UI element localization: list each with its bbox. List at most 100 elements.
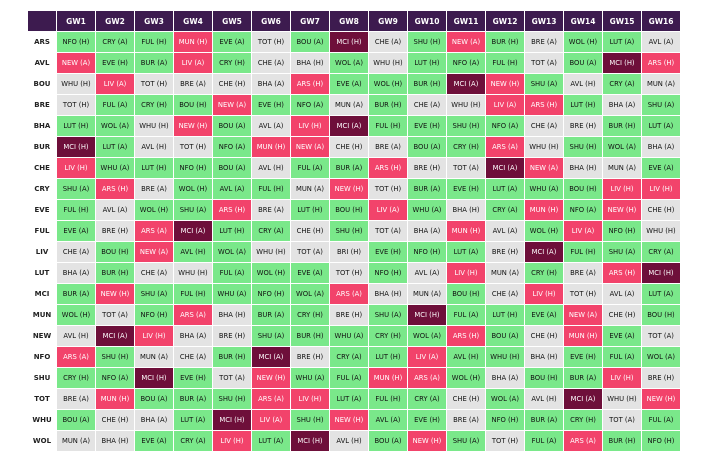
fixture-cell: WHU (H)	[486, 347, 524, 367]
fixture-cell: WHU (A)	[213, 284, 251, 304]
fixture-cell: BOU (H)	[174, 95, 212, 115]
fixture-cell: AVL (A)	[486, 221, 524, 241]
fixture-cell: TOT (H)	[330, 263, 368, 283]
fixture-cell: BRE (H)	[564, 116, 602, 136]
fixture-cell: MUN (H)	[369, 368, 407, 388]
fixture-cell: WOL (A)	[330, 53, 368, 73]
fixture-cell: LIV (A)	[369, 200, 407, 220]
fixture-cell: LUT (A)	[330, 389, 368, 409]
fixture-cell: LIV (H)	[447, 263, 485, 283]
corner-cell	[28, 11, 56, 31]
fixture-cell: FUL (H)	[252, 179, 290, 199]
table-row: BOU WHU (H) LIV (A) TOT (H) BRE (A) CHE (H) BH…	[28, 74, 680, 94]
fixture-cell: LUT (A)	[642, 284, 680, 304]
team-label: MCI	[28, 284, 56, 304]
fixture-cell: WOL (H)	[57, 305, 95, 325]
fixture-cell: LUT (H)	[57, 116, 95, 136]
fixture-cell: MCI (H)	[603, 53, 641, 73]
team-label: WHU	[28, 410, 56, 430]
fixture-cell: AVL (A)	[642, 32, 680, 52]
fixture-cell: SHU (A)	[447, 431, 485, 451]
gameweek-header: GW15	[603, 11, 641, 31]
fixture-cell: FUL (H)	[486, 53, 524, 73]
fixture-cell: ARS (A)	[174, 305, 212, 325]
fixture-cell: WHU (A)	[330, 326, 368, 346]
fixture-cell: AVL (A)	[603, 284, 641, 304]
fixture-cell: EVE (A)	[330, 74, 368, 94]
fixture-cell: MUN (A)	[57, 431, 95, 451]
fixture-cell: ARS (A)	[408, 368, 446, 388]
fixture-cell: MUN (A)	[408, 284, 446, 304]
fixture-cell: BOU (A)	[291, 32, 329, 52]
fixture-cell: FUL (A)	[213, 263, 251, 283]
fixture-cell: BOU (H)	[525, 368, 563, 388]
table-row: BRE TOT (H) FUL (A) CRY (H) BOU (H) NEW (A) EV…	[28, 95, 680, 115]
fixture-cell: NFO (A)	[291, 95, 329, 115]
fixture-cell: NEW (A)	[213, 95, 251, 115]
fixture-cell: MCI (A)	[564, 389, 602, 409]
fixture-cell: LIV (A)	[252, 410, 290, 430]
fixture-cell: WOL (H)	[447, 368, 485, 388]
team-label: BRE	[28, 95, 56, 115]
table-row: NEW AVL (H) MCI (A) LIV (H) BHA (A) BRE (H) SH…	[28, 326, 680, 346]
fixture-cell: BHA (H)	[96, 431, 134, 451]
team-label: CHE	[28, 158, 56, 178]
fixture-cell: NFO (A)	[564, 200, 602, 220]
fixture-cell: WOL (A)	[642, 347, 680, 367]
fixture-cell: BOU (H)	[642, 305, 680, 325]
fixture-cell: MUN (A)	[603, 158, 641, 178]
fixture-cell: CRY (A)	[603, 74, 641, 94]
fixture-cell: BUR (H)	[369, 95, 407, 115]
fixture-cell: AVL (H)	[57, 326, 95, 346]
gameweek-header: GW7	[291, 11, 329, 31]
fixture-cell: BRE (H)	[291, 347, 329, 367]
fixture-cell: BOU (A)	[486, 326, 524, 346]
fixture-cell: TOT (H)	[135, 74, 173, 94]
fixture-cell: NEW (H)	[603, 200, 641, 220]
fixture-cell: WOL (H)	[174, 179, 212, 199]
fixture-cell: WHU (H)	[603, 389, 641, 409]
fixture-cell: TOT (H)	[174, 137, 212, 157]
fixture-cell: BHA (A)	[252, 74, 290, 94]
fixture-cell: NEW (A)	[291, 137, 329, 157]
table-header: GW1 GW2 GW3 GW4 GW5 GW6 GW7 GW8 GW9 GW10 GW11 GW12 G…	[28, 11, 680, 31]
fixture-cell: CRY (H)	[447, 137, 485, 157]
fixture-cell: LIV (H)	[603, 179, 641, 199]
fixture-cell: LUT (A)	[252, 431, 290, 451]
fixture-cell: BUR (A)	[564, 368, 602, 388]
fixture-cell: WHU (H)	[447, 95, 485, 115]
fixture-cell: AVL (H)	[174, 242, 212, 262]
fixture-cell: NEW (A)	[564, 305, 602, 325]
fixture-cell: MUN (H)	[564, 326, 602, 346]
fixture-cell: MUN (H)	[96, 389, 134, 409]
fixture-cell: BHA (H)	[291, 53, 329, 73]
gameweek-header: GW6	[252, 11, 290, 31]
table-row: SHU CRY (H) NFO (A) MCI (H) EVE (H) TOT (A) NE…	[28, 368, 680, 388]
fixture-cell: ARS (H)	[603, 263, 641, 283]
fixture-cell: CRY (H)	[135, 95, 173, 115]
fixture-cell: LUT (H)	[135, 158, 173, 178]
fixture-cell: BOU (A)	[408, 137, 446, 157]
fixture-cell: MCI (A)	[447, 74, 485, 94]
fixture-cell: NEW (A)	[447, 32, 485, 52]
fixture-cell: CRY (A)	[252, 221, 290, 241]
fixture-cell: EVE (H)	[447, 179, 485, 199]
team-label: EVE	[28, 200, 56, 220]
fixture-cell: CRY (H)	[369, 326, 407, 346]
fixture-cell: EVE (A)	[291, 263, 329, 283]
fixture-cell: BHA (A)	[603, 95, 641, 115]
fixture-cell: BOU (H)	[96, 242, 134, 262]
fixture-cell: NEW (A)	[525, 158, 563, 178]
fixture-cell: WOL (A)	[486, 389, 524, 409]
fixture-cell: FUL (H)	[174, 284, 212, 304]
fixture-cell: AVL (H)	[447, 347, 485, 367]
team-label: BHA	[28, 116, 56, 136]
team-label: LIV	[28, 242, 56, 262]
fixture-cell: BOU (A)	[57, 410, 95, 430]
table-row: WHU BOU (A) CHE (H) BHA (A) LUT (A) MCI (H) LI…	[28, 410, 680, 430]
table-row: TOT BRE (A) MUN (H) BOU (A) BUR (A) SHU (H) AR…	[28, 389, 680, 409]
fixture-cell: LIV (H)	[291, 389, 329, 409]
fixture-cell: BHA (H)	[564, 158, 602, 178]
fixture-cell: LUT (A)	[642, 116, 680, 136]
fixture-cell: WHU (H)	[525, 137, 563, 157]
